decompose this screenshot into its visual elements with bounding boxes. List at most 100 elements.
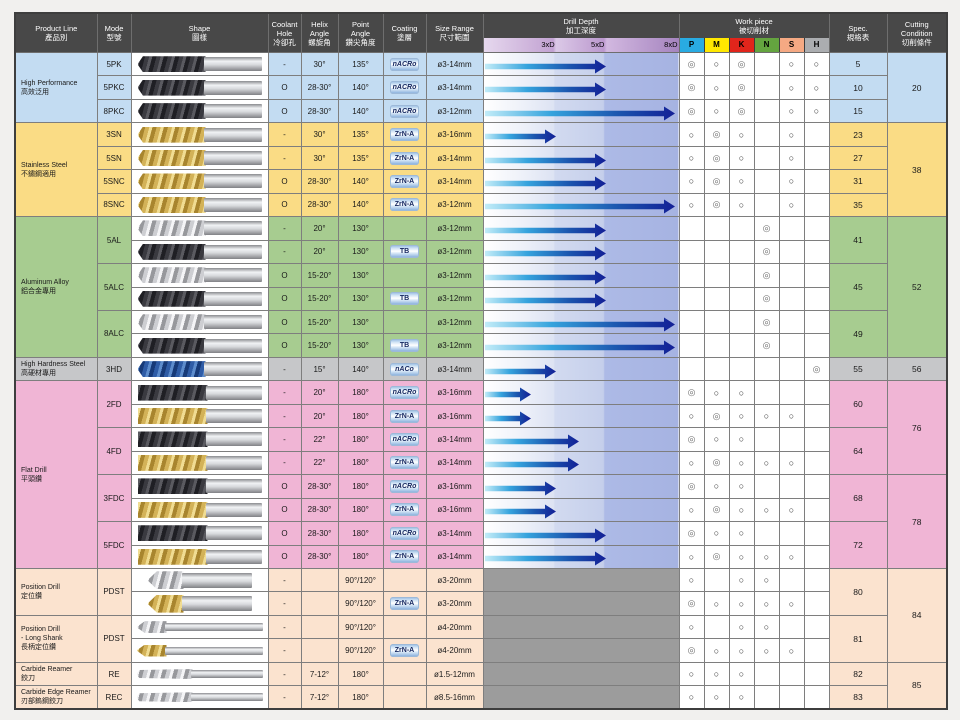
coating-cell <box>382 216 427 241</box>
helix-angle-cell: 28-30° <box>300 544 339 569</box>
mark-cell-N: ◎ <box>753 286 780 311</box>
mark-cell-K <box>728 286 755 311</box>
helix-angle-cell <box>300 591 339 616</box>
mark-cell-S <box>778 474 805 499</box>
mark-cell-H <box>803 239 830 265</box>
product-line-line: - Long Shank <box>21 635 63 643</box>
drill-flute <box>137 220 206 237</box>
mark-cell-K: ○ <box>728 638 755 663</box>
drill-flute <box>137 525 208 542</box>
table-row: 8PKC O 28-30° 140° nACRo ø3-12mm ◎ ○ ◎ ○ ○ 15 <box>15 98 947 124</box>
mark-cell-S: ○ <box>778 192 805 218</box>
header-point-line: 鑽尖角度 <box>345 37 376 47</box>
product-line-line: 鋁合金專用 <box>21 288 56 296</box>
depth-arrow <box>484 270 606 285</box>
mark-cell-P: ◎ <box>678 51 705 77</box>
mode-cell: 2FD <box>96 380 132 429</box>
drill-image-8ALC <box>137 337 262 354</box>
coating-badge: ZrN-A <box>390 597 419 611</box>
drill-depth-cell <box>482 497 680 523</box>
mark-cell-S: ○ <box>778 122 805 147</box>
product-line-line: 長柄定位鑽 <box>21 644 56 652</box>
header-coating: Coating 塗層 <box>382 12 427 53</box>
size-range-cell: ø3-16mm <box>425 497 484 523</box>
drill-image-3FDC <box>137 501 262 518</box>
helix-angle-cell: 15-20° <box>300 263 339 288</box>
mark-cell-H <box>803 263 830 288</box>
coating-cell: ZrN-A <box>382 638 427 663</box>
size-range-cell: ø3-16mm <box>425 380 484 405</box>
drill-shank <box>190 670 263 678</box>
coolant-hole-cell: O <box>267 192 302 218</box>
product-line-line: 平頭鑽 <box>21 475 42 483</box>
coating-cell: nACo <box>382 356 427 382</box>
mark-cell-M: ◎ <box>703 122 730 147</box>
point-angle-cell: 180° <box>337 521 384 546</box>
depth-arrow <box>484 434 579 449</box>
header-helix-line: 螺旋角 <box>308 37 331 47</box>
point-angle-cell: 130° <box>337 309 384 335</box>
coating-cell: TB <box>382 239 427 265</box>
header-coating-line: 塗層 <box>397 33 412 42</box>
table-row: 5SNC O 28-30° 140° ZrN-A ø3-14mm ○ ◎ ○ ○ 31 <box>15 169 947 194</box>
size-range-cell: ø3-20mm <box>425 591 484 616</box>
mark-cell-M: ○ <box>703 474 730 499</box>
spec-cell: 49 <box>828 309 888 358</box>
coolant-hole-cell: - <box>267 145 302 171</box>
size-range-cell: ø8.5-16mm <box>425 685 484 710</box>
drill-image-5PKC <box>137 79 262 96</box>
mark-cell-K: ◎ <box>728 75 755 100</box>
drill-depth-cell-empty <box>482 638 680 663</box>
drill-depth-cell <box>482 544 680 569</box>
header-product-line: Product Line <box>35 24 78 33</box>
drill-flute <box>137 267 206 284</box>
mark-cell-M: ○ <box>703 591 730 616</box>
spec-cell: 23 <box>828 122 888 147</box>
drill-flute <box>147 571 184 590</box>
spec-cell: 45 <box>828 263 888 311</box>
mark-cell-H <box>803 685 830 710</box>
coating-badge: nACRo <box>390 386 419 400</box>
size-range-cell: ø3-14mm <box>425 450 484 476</box>
drill-flute <box>137 314 206 331</box>
header-coolant-line: 冷卻孔 <box>273 37 296 47</box>
drill-depth-cell <box>482 169 680 194</box>
mark-cell-P: ○ <box>678 169 705 194</box>
mark-cell-S: ○ <box>778 497 805 523</box>
spec-cell: 82 <box>828 661 888 687</box>
mark-cell-P: ○ <box>678 567 705 593</box>
mark-cell-P: ○ <box>678 497 705 523</box>
point-angle-cell: 135° <box>337 51 384 77</box>
drill-depth-cell <box>482 216 680 241</box>
mark-cell-M: ○ <box>703 380 730 405</box>
spec-cell: 41 <box>828 216 888 265</box>
header-size-line: 尺寸範圍 <box>439 33 470 42</box>
header-spec-line: Spec. <box>848 24 868 33</box>
depth-arrow <box>484 457 579 472</box>
drill-catalog-table: Product Line 產品別 Mode 型號 Shape 圖樣 Coolant Hole 冷… <box>14 12 949 711</box>
table-row: Position Drill 定位鑽 PDST -90°/120° ø3-20mm ○ ○ ○… <box>14 567 948 663</box>
header-shape: Shape 圖樣 <box>130 12 269 53</box>
product-line-line: Aluminum Alloy <box>21 278 69 286</box>
mark-cell-S: ○ <box>778 544 805 569</box>
drill-depth-cell <box>482 192 680 218</box>
helix-angle-cell: 20° <box>300 216 339 241</box>
size-range-cell: ø3-16mm <box>425 474 484 499</box>
coolant-hole-cell: - <box>267 591 302 616</box>
cutting-condition-cell: 84 <box>886 567 948 663</box>
mark-cell-P: ◎ <box>678 638 705 663</box>
mark-cell-M: ◎ <box>703 145 730 171</box>
size-range-cell: ø3-14mm <box>425 51 484 77</box>
table-row: 4FD -22° 180° nACRo ø3-14mm ◎ ○ ○ 64 <box>15 427 947 476</box>
drill-shank <box>203 244 262 259</box>
mark-cell-S: ○ <box>778 403 805 429</box>
coolant-hole-cell: O <box>267 521 302 546</box>
depth-arrow <box>484 387 531 402</box>
mark-cell-P: ○ <box>678 661 705 687</box>
drill-shank <box>203 268 262 283</box>
depth-arrow <box>484 481 556 496</box>
drill-depth-cell <box>482 145 680 171</box>
depth-arrow <box>484 82 606 97</box>
mark-cell-K: ○ <box>728 380 755 405</box>
table-row: Flat Drill 平頭鑽 2FD -20° 180° nACRo ø3-16mm ◎ ○ ○ 6… <box>14 380 948 569</box>
